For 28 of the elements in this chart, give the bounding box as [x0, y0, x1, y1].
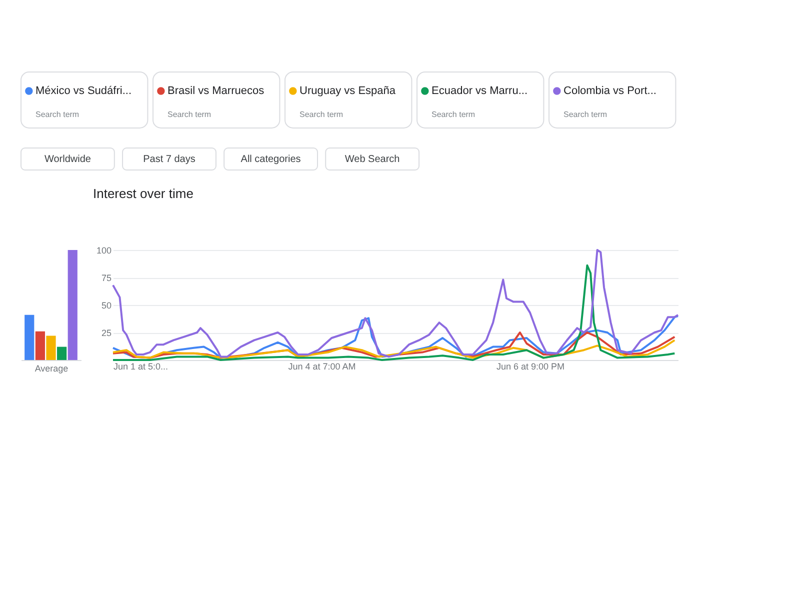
legend-label: Colombia vs Port...: [564, 85, 656, 97]
legend-label: Uruguay vs España: [300, 85, 396, 97]
y-tick-label: 50: [101, 300, 112, 310]
x-tick-label: Jun 4 at 7:00 AM: [288, 362, 356, 372]
legend-label: Ecuador vs Marru...: [432, 85, 528, 97]
legend-label: México vs Sudáfri...: [36, 85, 132, 97]
y-tick-label: 75: [101, 273, 112, 283]
bar: [68, 250, 78, 360]
text: Search term: [36, 110, 80, 119]
y-tick-label: 100: [96, 246, 112, 256]
text: Search term: [564, 110, 608, 119]
text: Search term: [300, 110, 344, 119]
legend-label: Brasil vs Marruecos: [168, 85, 265, 97]
x-tick-label: Jun 6 at 9:00 PM: [496, 362, 565, 372]
bar: [35, 331, 45, 360]
bar: [24, 314, 34, 360]
bar: [46, 336, 56, 360]
text: All categories: [240, 154, 301, 165]
text: Worldwide: [44, 154, 92, 165]
text: Web Search: [344, 154, 400, 165]
chart-title: Interest over time: [93, 186, 194, 201]
text: Search term: [168, 110, 212, 119]
x-tick-label: Jun 1 at 5:0...: [114, 362, 168, 372]
bar: [57, 346, 67, 360]
text: Past 7 days: [143, 154, 196, 165]
x-axis-title: Average: [34, 364, 68, 374]
y-tick-label: 25: [101, 328, 112, 338]
text: Search term: [432, 110, 476, 119]
